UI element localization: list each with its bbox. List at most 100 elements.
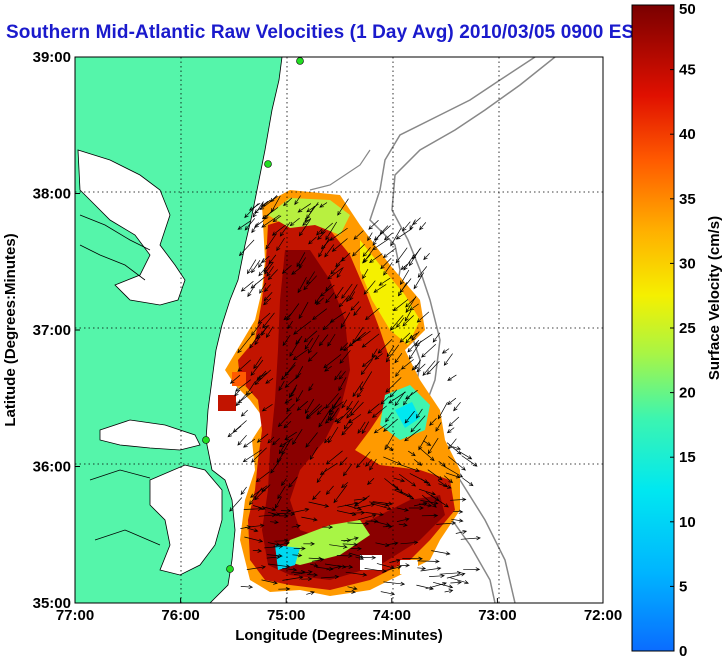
velocity-vector: [371, 520, 391, 527]
velocity-vector: [268, 511, 281, 517]
velocity-vector: [371, 348, 378, 358]
velocity-vector: [286, 303, 300, 321]
velocity-vector: [243, 438, 256, 448]
velocity-vector: [448, 416, 460, 427]
velocity-vector: [421, 513, 439, 518]
river-3: [89, 469, 151, 481]
velocity-vector: [353, 496, 368, 501]
velocity-vector: [296, 252, 306, 268]
velocity-vector: [436, 521, 457, 526]
velocity-vector: [318, 238, 330, 258]
velocity-vector: [324, 435, 331, 444]
albemarle-sound: [99, 419, 201, 451]
velocity-vector: [349, 291, 356, 301]
velocity-vector: [452, 446, 462, 451]
velocity-vector: [324, 365, 332, 372]
velocity-vector: [303, 541, 316, 546]
velocity-vector: [378, 277, 391, 286]
velocity-vector: [284, 431, 297, 441]
velocity-vector: [238, 239, 255, 257]
velocity-vector: [278, 586, 291, 592]
velocity-vector: [346, 400, 359, 419]
velocity-vector: [277, 486, 286, 500]
velocity-vector: [385, 412, 393, 423]
velocity-vector: [394, 352, 403, 364]
velocity-vector: [327, 333, 336, 347]
colorbar-tick-label: 15: [679, 449, 696, 466]
velocity-vector: [395, 369, 401, 378]
velocity-vector: [415, 408, 423, 419]
velocity-vector: [368, 219, 379, 230]
velocity-vector: [443, 475, 454, 484]
velocity-vector: [395, 247, 408, 264]
velocity-vector: [460, 536, 481, 541]
velocity-low-zone-south: [280, 520, 370, 565]
velocity-field-dark: [262, 250, 445, 580]
velocity-vector: [455, 529, 468, 534]
velocity-vector: [356, 389, 363, 398]
x-axis-ticks: 77:00 76:00 75:00 74:00 73:00 72:00: [56, 598, 622, 624]
velocity-vector: [347, 521, 370, 526]
velocity-vector: [343, 536, 359, 542]
velocity-vector: [345, 589, 357, 594]
velocity-vector: [334, 370, 342, 381]
velocity-vector: [306, 405, 323, 420]
velocity-vector: [402, 315, 414, 327]
velocity-vector: [244, 536, 264, 543]
velocity-vector: [367, 403, 380, 414]
velocity-vector: [227, 425, 242, 438]
velocity-vectors: [227, 195, 481, 596]
velocity-vector: [385, 377, 402, 393]
velocity-vector: [279, 438, 293, 448]
colorbar-tick-label: 45: [679, 62, 696, 79]
velocity-vector: [404, 410, 415, 424]
velocity-vector: [448, 456, 466, 471]
velocity-vector: [353, 306, 362, 317]
river-2: [79, 244, 146, 281]
velocity-vector: [336, 553, 353, 558]
velocity-vector: [316, 406, 326, 416]
velocity-vector: [325, 485, 334, 495]
velocity-vector: [441, 348, 450, 354]
velocity-vector: [390, 228, 402, 247]
velocity-vector: [263, 291, 273, 302]
velocity-vector: [237, 391, 253, 404]
velocity-vector: [304, 398, 315, 414]
velocity-vector: [425, 581, 447, 590]
velocity-vector: [419, 222, 427, 231]
velocity-vector: [447, 374, 457, 381]
velocity-vector: [237, 335, 252, 354]
velocity-vector: [295, 335, 303, 345]
velocity-vector: [365, 459, 373, 467]
velocity-vector: [322, 524, 334, 530]
velocity-vector: [419, 503, 433, 508]
velocity-vector: [447, 397, 457, 405]
velocity-vector: [429, 573, 445, 578]
velocity-vector: [360, 371, 373, 391]
velocity-vector: [240, 486, 247, 496]
pamlico-sound: [149, 464, 223, 576]
velocity-vector: [274, 496, 282, 509]
velocity-vector: [356, 451, 371, 469]
velocity-vector: [307, 572, 319, 577]
velocity-vector: [267, 436, 275, 444]
x-tick-label: 75:00: [267, 607, 305, 624]
velocity-vector: [258, 513, 277, 518]
y-axis-ticks: 39:00 38:00 37:00 36:00 35:00: [33, 49, 80, 612]
velocity-vector: [398, 473, 417, 487]
velocity-vector: [430, 495, 449, 508]
velocity-vector: [261, 404, 273, 412]
velocity-vector: [346, 284, 358, 303]
velocity-vector: [410, 415, 426, 433]
velocity-vector: [357, 421, 366, 434]
velocity-vector: [421, 494, 437, 508]
velocity-vector: [372, 238, 390, 250]
velocity-vector: [395, 228, 413, 240]
velocity-vector: [369, 458, 377, 471]
velocity-vector: [235, 379, 251, 392]
velocity-vector: [386, 345, 395, 358]
velocity-vector: [310, 563, 319, 568]
velocity-vector: [450, 577, 469, 585]
velocity-vector: [268, 254, 277, 265]
